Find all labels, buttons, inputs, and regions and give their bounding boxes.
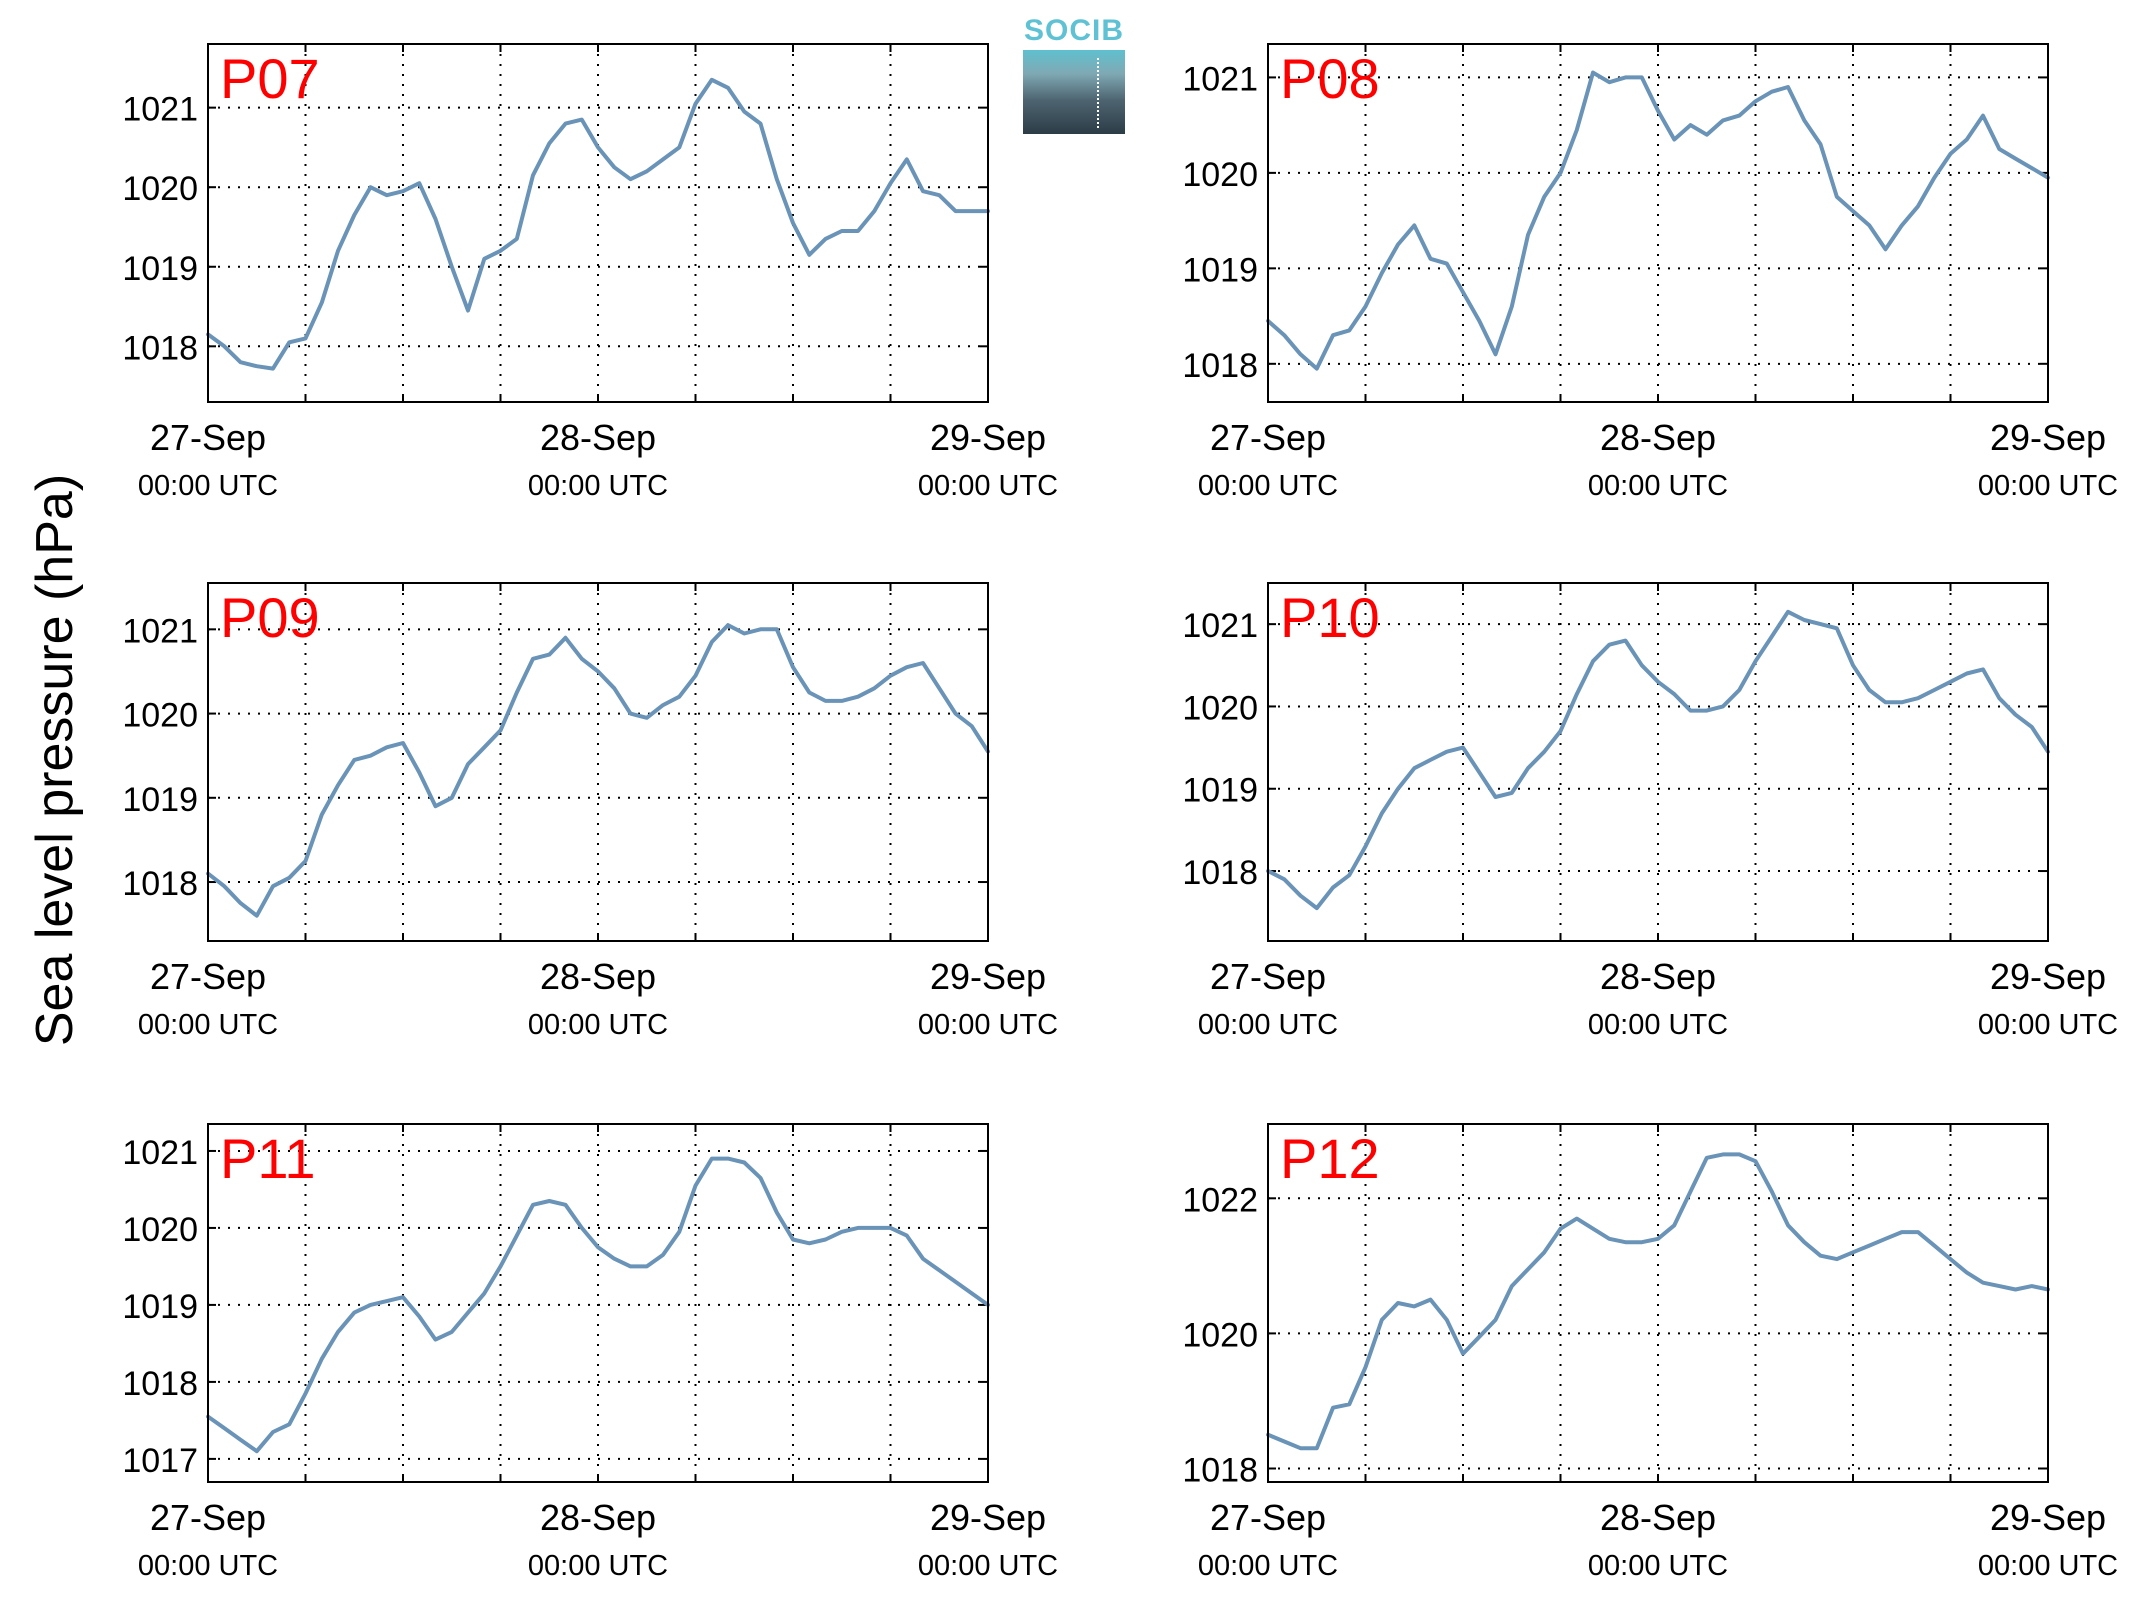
y-tick-label: 1020 [1182, 156, 1258, 194]
y-tick-label: 1018 [1182, 347, 1258, 385]
socib-logo-graphic [1023, 50, 1125, 134]
y-tick-label: 1021 [122, 1134, 198, 1172]
axes-frame [1267, 582, 2049, 942]
x-tick-label-date: 27-Sep [150, 417, 266, 458]
chart-panel-p09: 1018 1019 1020 1021 27-Sep 00:00 UTC 28-Sep 00:… [122, 582, 1058, 1041]
x-tick-label-date: 27-Sep [1210, 417, 1326, 458]
y-tick-label: 1020 [122, 697, 198, 735]
x-tick-label-time: 00:00 UTC [1588, 1009, 1728, 1041]
socib-logo-dotted-line [1097, 58, 1099, 128]
y-tick-label: 1017 [122, 1442, 198, 1480]
axes-frame [207, 582, 989, 942]
x-tick-label-date: 27-Sep [1210, 1497, 1326, 1538]
x-tick-label-date: 27-Sep [150, 1497, 266, 1538]
x-tick-label-date: 29-Sep [930, 956, 1046, 997]
x-tick-label-time: 00:00 UTC [1198, 1009, 1338, 1041]
panel-label: P08 [1280, 47, 1380, 110]
x-tick-label-time: 00:00 UTC [1198, 470, 1338, 502]
y-tick-label: 1021 [122, 91, 198, 129]
y-tick-label: 1020 [1182, 1316, 1258, 1354]
x-tick-label-time: 00:00 UTC [528, 470, 668, 502]
series-line-p07 [206, 77, 990, 371]
x-tick-label-date: 28-Sep [1600, 1497, 1716, 1538]
axes-frame [1267, 1123, 2049, 1483]
y-tick-label: 1018 [122, 329, 198, 367]
x-tick-label-date: 27-Sep [150, 956, 266, 997]
series-line-p09 [206, 623, 990, 918]
y-tick-label: 1021 [122, 612, 198, 650]
y-tick-label: 1018 [1182, 1451, 1258, 1489]
x-tick-label-time: 00:00 UTC [1588, 470, 1728, 502]
x-tick-label-date: 28-Sep [540, 956, 656, 997]
y-tick-label: 1019 [1182, 772, 1258, 810]
x-tick-label-date: 28-Sep [1600, 956, 1716, 997]
series-line-p11 [206, 1156, 990, 1454]
x-tick-label-date: 29-Sep [930, 417, 1046, 458]
panel-label: P11 [220, 1127, 315, 1190]
socib-logo: SOCIB [1023, 14, 1125, 134]
series-line-p10 [1266, 609, 2050, 911]
x-tick-label-time: 00:00 UTC [1198, 1550, 1338, 1582]
x-tick-label-time: 00:00 UTC [1588, 1550, 1728, 1582]
x-tick-label-time: 00:00 UTC [528, 1550, 668, 1582]
axes-frame [1267, 43, 2049, 403]
x-tick-label-date: 29-Sep [1990, 1497, 2106, 1538]
chart-panel-p10: 1018 1019 1020 1021 27-Sep 00:00 UTC 28-Sep 00:… [1182, 582, 2118, 1041]
axes-frame [207, 1123, 989, 1483]
x-tick-label-date: 29-Sep [1990, 956, 2106, 997]
x-tick-label-time: 00:00 UTC [918, 470, 1058, 502]
panel-label: P10 [1280, 586, 1380, 649]
y-tick-label: 1020 [1182, 689, 1258, 727]
x-tick-label-time: 00:00 UTC [138, 1009, 278, 1041]
y-tick-label: 1019 [1182, 251, 1258, 289]
panel-label: P07 [220, 47, 320, 110]
y-tick-label: 1021 [1182, 607, 1258, 645]
axes-frame [207, 43, 989, 403]
y-tick-label: 1019 [122, 250, 198, 288]
x-tick-label-date: 29-Sep [930, 1497, 1046, 1538]
y-tick-label: 1018 [122, 1365, 198, 1403]
socib-logo-text: SOCIB [1023, 14, 1124, 47]
x-tick-label-date: 28-Sep [540, 1497, 656, 1538]
y-tick-label: 1021 [1182, 60, 1258, 98]
x-tick-label-time: 00:00 UTC [1978, 1009, 2118, 1041]
panel-label: P09 [220, 586, 320, 649]
panel-label: P12 [1280, 1127, 1380, 1190]
series-line-p08 [1266, 70, 2050, 371]
x-tick-label-time: 00:00 UTC [528, 1009, 668, 1041]
y-tick-label: 1018 [122, 865, 198, 903]
x-tick-label-date: 28-Sep [1600, 417, 1716, 458]
chart-panel-p07: 1018 1019 1020 1021 27-Sep 00:00 UTC 28-Sep 00:… [122, 43, 1058, 502]
chart-panel-p11: 1017 1018 1019 1020 1021 27-Sep 00:00 UTC 28-Se… [122, 1123, 1058, 1582]
y-tick-label: 1018 [1182, 854, 1258, 892]
x-tick-label-date: 29-Sep [1990, 417, 2106, 458]
y-tick-label: 1022 [1182, 1181, 1258, 1219]
x-tick-label-date: 27-Sep [1210, 956, 1326, 997]
x-tick-label-time: 00:00 UTC [138, 470, 278, 502]
x-tick-label-date: 28-Sep [540, 417, 656, 458]
x-tick-label-time: 00:00 UTC [918, 1550, 1058, 1582]
y-tick-label: 1019 [122, 781, 198, 819]
x-tick-label-time: 00:00 UTC [1978, 1550, 2118, 1582]
series-line-p12 [1266, 1152, 2050, 1451]
x-tick-label-time: 00:00 UTC [1978, 470, 2118, 502]
chart-panel-p08: 1018 1019 1020 1021 27-Sep 00:00 UTC 28-Sep 00:… [1182, 43, 2118, 502]
chart-panel-p12: 1018 1020 1022 27-Sep 00:00 UTC 28-Sep 00:00 U… [1182, 1123, 2118, 1582]
y-tick-label: 1020 [122, 170, 198, 208]
x-tick-label-time: 00:00 UTC [138, 1550, 278, 1582]
y-tick-label: 1020 [122, 1211, 198, 1249]
x-tick-label-time: 00:00 UTC [918, 1009, 1058, 1041]
y-tick-label: 1019 [122, 1288, 198, 1326]
